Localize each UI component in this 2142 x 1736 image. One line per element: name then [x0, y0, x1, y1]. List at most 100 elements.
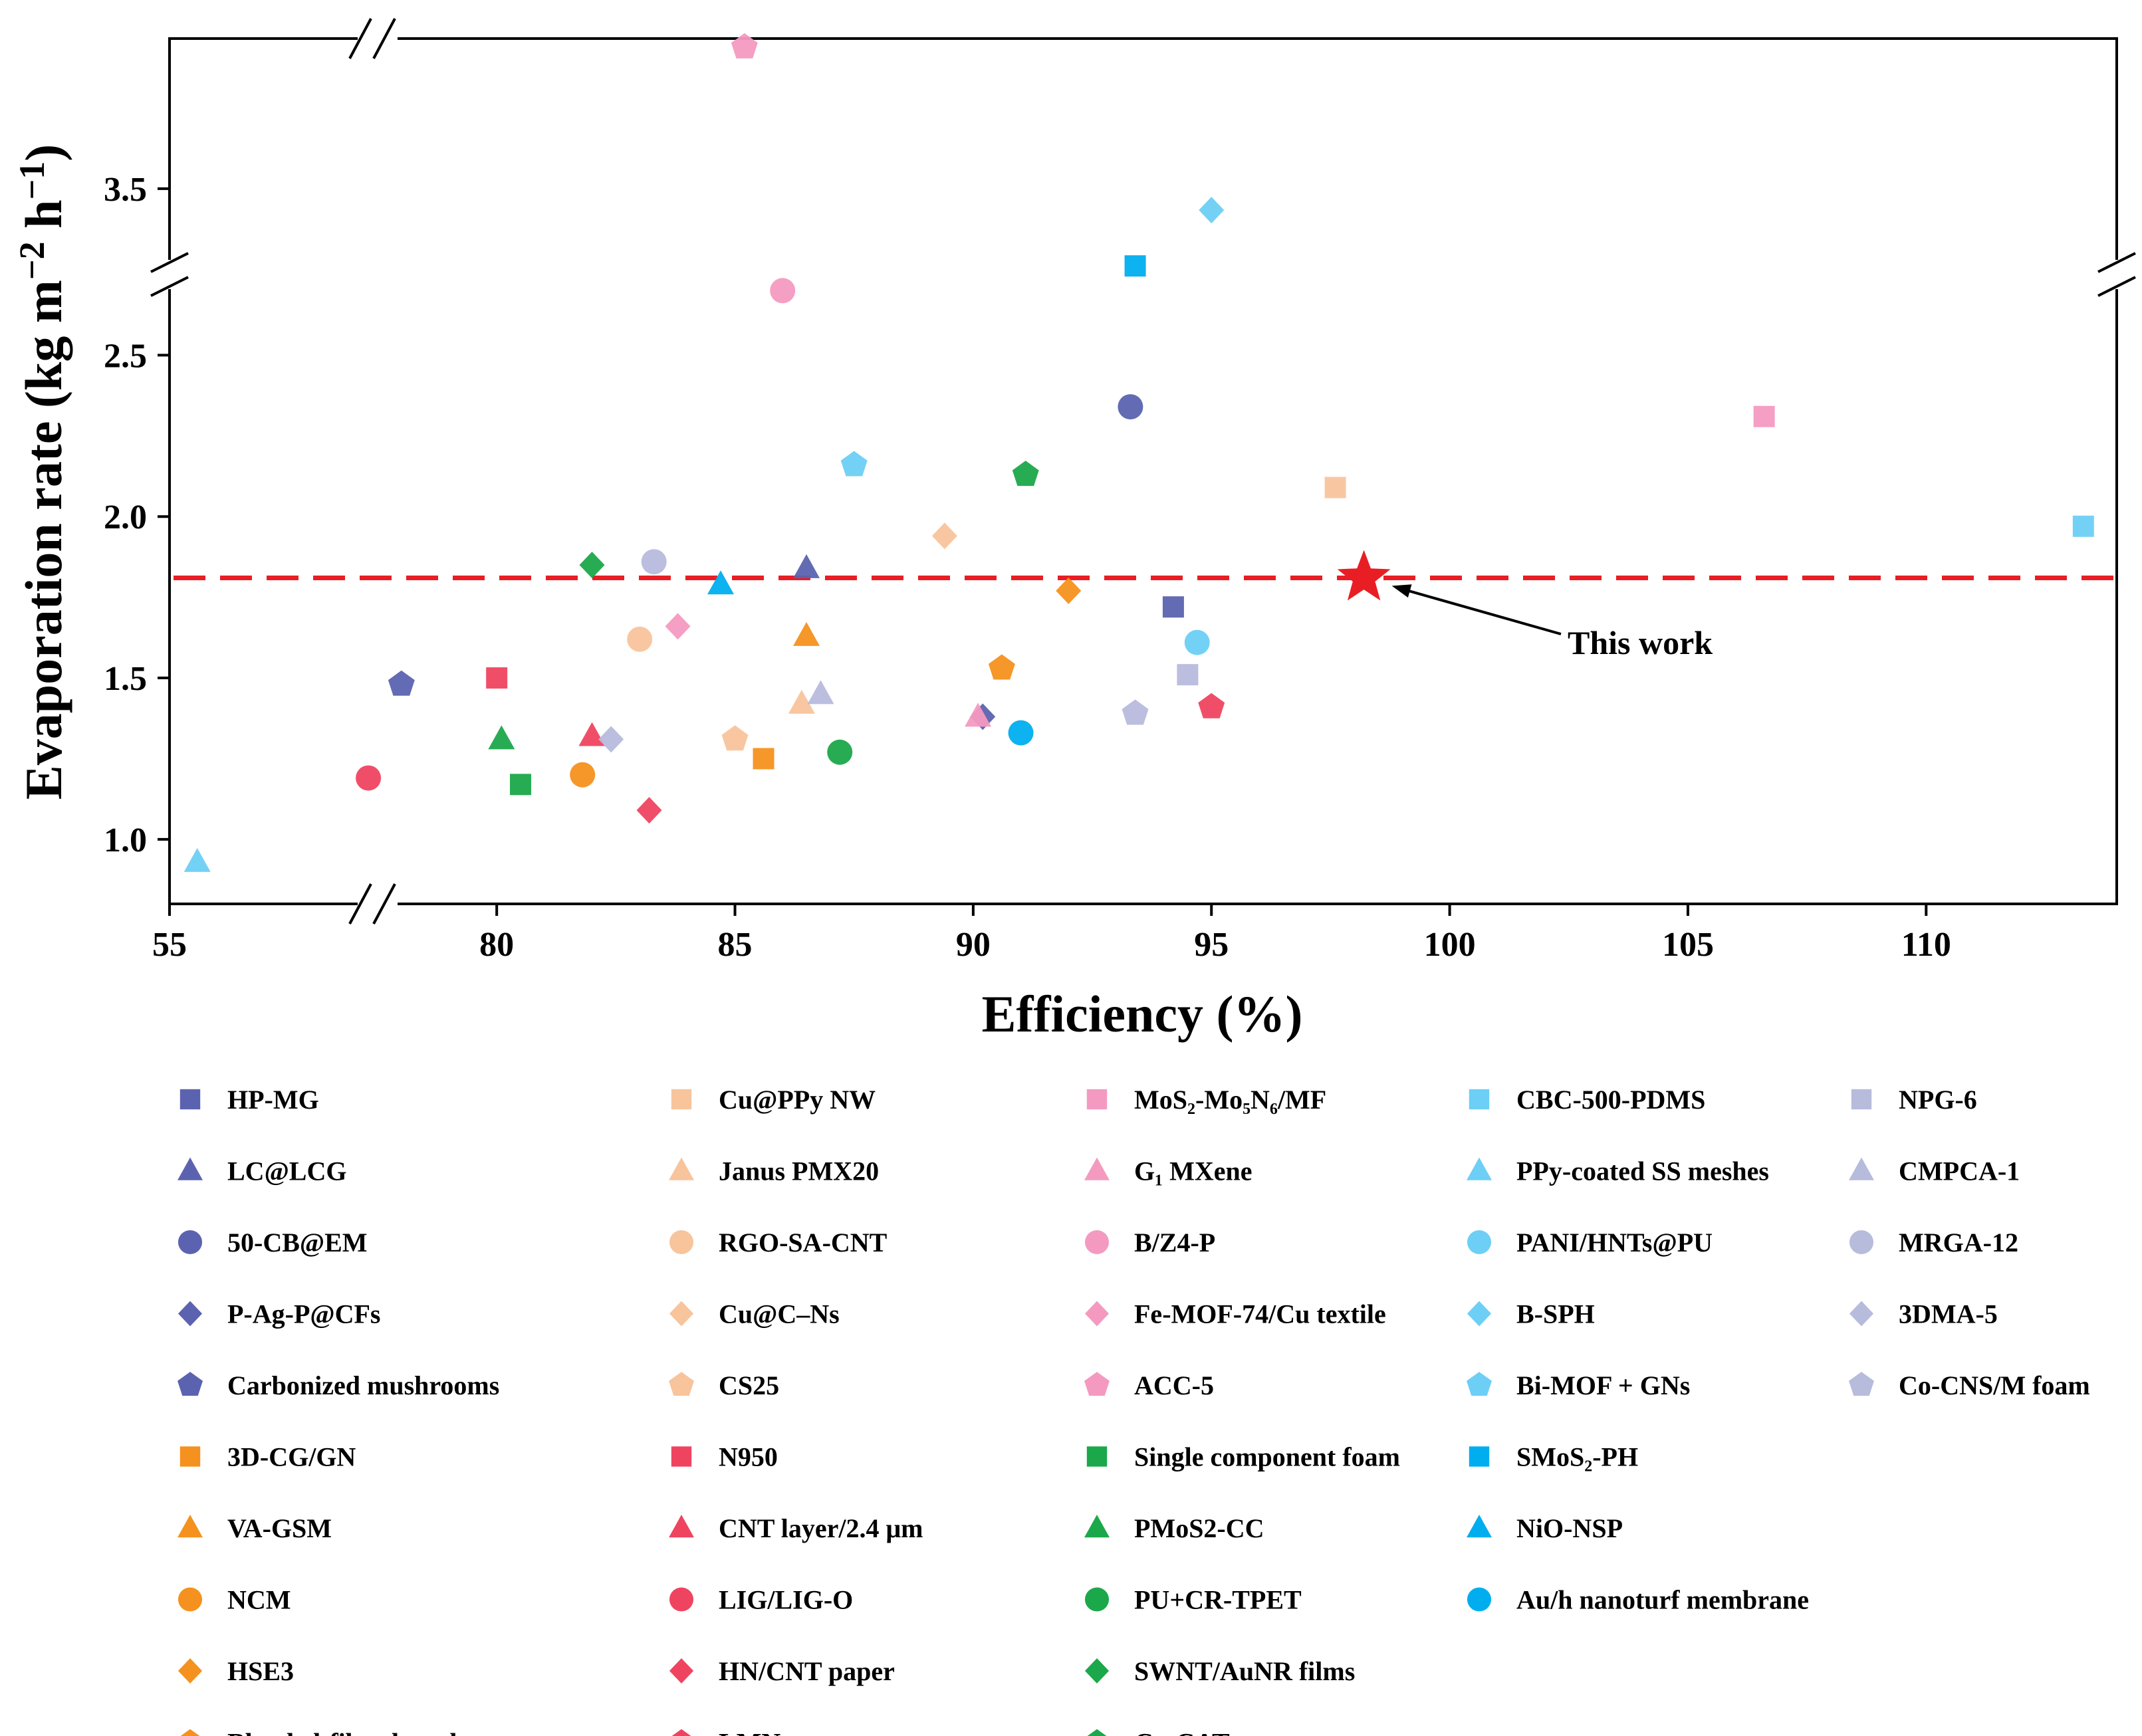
y-break-mark [150, 252, 189, 273]
legend-label: Cu@PPy NW [719, 1085, 876, 1115]
legend-marker [1467, 1230, 1492, 1255]
legend-item: PANI/HNTs@PU [1467, 1228, 1713, 1257]
legend-item: B/Z4-P [1084, 1228, 1215, 1257]
legend-label: Co-CAT [1134, 1728, 1230, 1736]
plot-border [168, 37, 2118, 905]
legend-marker [178, 1587, 203, 1612]
x-tick-label: 55 [152, 926, 187, 964]
legend-item: Carbonized mushrooms [178, 1370, 499, 1400]
legend-label: PU+CR-TPET [1134, 1585, 1302, 1615]
data-point [1008, 720, 1034, 746]
legend-label: SWNT/AuNR films [1134, 1656, 1355, 1686]
data-point [807, 680, 834, 705]
legend-item: N950 [671, 1442, 778, 1472]
legend-marker [1467, 1301, 1492, 1327]
legend-item: ACC-5 [1084, 1370, 1214, 1400]
legend-marker [1469, 1089, 1490, 1110]
legend-item: CBC-500-PDMS [1469, 1085, 1705, 1115]
x-tick-label: 105 [1662, 926, 1714, 964]
data-point [1199, 197, 1225, 224]
legend-item: PU+CR-TPET [1084, 1585, 1302, 1615]
data-point [488, 725, 515, 750]
legend-label: PMoS2-CC [1134, 1513, 1264, 1543]
data-point [388, 670, 415, 696]
y-axis-title-part: −1 [12, 162, 52, 200]
y-tick-label: 2.5 [104, 337, 147, 375]
legend-item: 3DMA-5 [1849, 1299, 1998, 1329]
legend-item: Co-CAT [1087, 1728, 1230, 1736]
legend-label: B/Z4-P [1134, 1228, 1215, 1257]
legend-label: 50-CB@EM [227, 1228, 368, 1257]
y-break-mark [2097, 252, 2136, 273]
legend-label: VA-GSM [227, 1513, 332, 1543]
legend-marker [669, 1157, 694, 1180]
legend-item: LIG/LIG-O [669, 1585, 853, 1615]
data-point [1122, 699, 1149, 725]
data-point [1753, 405, 1775, 427]
legend-item: CS25 [669, 1370, 779, 1400]
legend-item: Bi-MOF + GNs [1467, 1370, 1690, 1400]
legend-label: Au/h nanoturf membrane [1516, 1585, 1809, 1615]
legend-marker [1086, 1089, 1108, 1110]
legend-marker [178, 1230, 203, 1255]
legend-marker [669, 1372, 694, 1396]
legend-marker [1467, 1587, 1492, 1612]
data-point [1056, 577, 1082, 604]
legend-label: Single component foam [1134, 1442, 1400, 1472]
legend-marker [179, 1089, 201, 1110]
legend-label: NiO-NSP [1516, 1513, 1623, 1543]
y-axis-title-part: Evaporation rate (kg m [15, 280, 72, 800]
legend-label: HSE3 [227, 1656, 294, 1686]
data-point [579, 552, 605, 579]
data-point [988, 654, 1015, 680]
data-point [1324, 477, 1346, 498]
data-point [641, 549, 667, 575]
legend-marker [669, 1587, 694, 1612]
data-point [1198, 693, 1225, 718]
legend-label: Cu@C–Ns [719, 1299, 840, 1329]
legend-item: MoS₂-Mo₅N₆/MF [1086, 1085, 1326, 1115]
legend-marker [178, 1658, 203, 1683]
legend-label: N950 [719, 1442, 778, 1472]
legend-marker [1849, 1157, 1874, 1180]
annotation-group: This work [1391, 584, 1713, 661]
x-break-mark [348, 883, 372, 924]
legend-item: HP-MG [179, 1085, 319, 1115]
legend-marker [1467, 1515, 1492, 1538]
x-break-mark [348, 18, 372, 59]
legend-item: B-SPH [1467, 1299, 1595, 1329]
legend-marker [1849, 1372, 1874, 1396]
legend-label: NPG-6 [1899, 1085, 1977, 1115]
legend-item: P-Ag-P@CFs [178, 1299, 381, 1329]
y-break-mark [150, 276, 189, 297]
legend-item: SWNT/AuNR films [1084, 1656, 1355, 1686]
legend-label: Blended-fiber-based evaporator [227, 1728, 589, 1736]
legend-label: HN/CNT paper [719, 1656, 895, 1686]
legend-label: LC@LCG [227, 1156, 346, 1186]
legend-marker [178, 1301, 203, 1327]
this-work-star-point [1337, 550, 1391, 601]
x-break-mark [372, 18, 396, 59]
legend-label: MRGA-12 [1899, 1228, 2018, 1257]
x-tick-label: 110 [1901, 926, 1951, 964]
legend-marker [1469, 1446, 1490, 1467]
legend-label: P-Ag-P@CFs [227, 1299, 381, 1329]
legend-item: Cu@PPy NW [671, 1085, 876, 1115]
legend-item: PMoS2-CC [1084, 1513, 1264, 1543]
legend-item: LMN [671, 1728, 780, 1736]
y-break-gap-right [2107, 260, 2126, 289]
data-point [636, 797, 662, 824]
data-point [1012, 461, 1039, 487]
legend-marker [671, 1729, 691, 1736]
y-tick-label: 2.0 [104, 498, 147, 536]
legend-marker [669, 1230, 694, 1255]
legend-item: CMPCA-1 [1849, 1156, 2020, 1186]
x-tick-label: 90 [956, 926, 991, 964]
data-point [578, 722, 606, 746]
data-point [965, 703, 992, 727]
legend-marker [178, 1157, 203, 1180]
legend-item: Au/h nanoturf membrane [1467, 1585, 1809, 1615]
legend-label: CS25 [719, 1370, 779, 1400]
legend-label: CNT layer/2.4 μm [719, 1513, 923, 1543]
legend-item: LC@LCG [178, 1156, 346, 1186]
